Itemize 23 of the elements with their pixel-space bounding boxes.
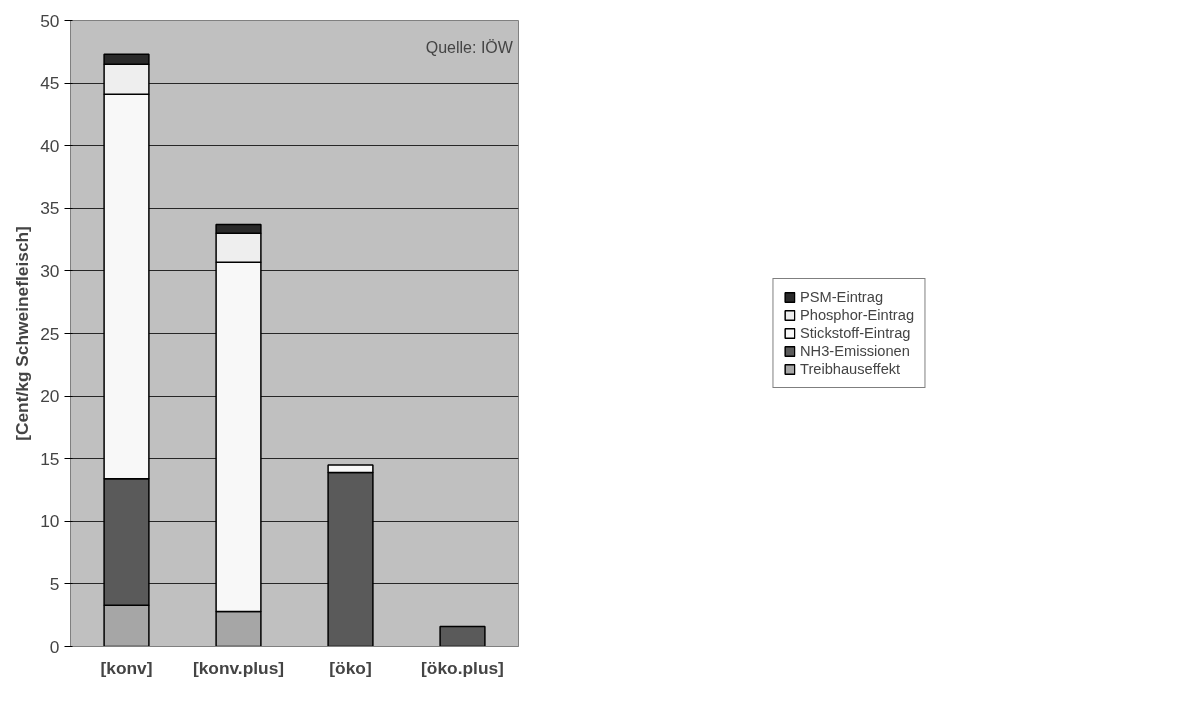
legend-label: Treibhauseffekt — [799, 361, 901, 377]
annotation: Quelle: IÖW — [425, 39, 514, 57]
x-tick-label: [konv.plus] — [192, 657, 285, 678]
y-tick-label: 0 — [49, 636, 60, 657]
legend-label: NH3-Emissionen — [799, 343, 910, 359]
y-tick-label: 30 — [40, 260, 60, 281]
y-axis-title: [Cent/kg Schweinefleisch] — [12, 226, 33, 441]
y-tick-label: 45 — [40, 73, 60, 94]
y-tick-label: 20 — [40, 386, 60, 407]
y-tick-label: 25 — [40, 323, 60, 344]
y-tick-label: 10 — [40, 511, 60, 532]
x-tick-label: [konv] — [100, 657, 153, 678]
y-tick-label: 35 — [40, 198, 60, 219]
x-tick-label: [öko.plus] — [421, 657, 504, 678]
y-tick-label: 40 — [40, 135, 60, 156]
legend-label: PSM-Eintrag — [799, 289, 884, 305]
bar — [439, 625, 486, 647]
y-tick-label: 15 — [40, 448, 60, 469]
y-tick-label: 5 — [49, 573, 60, 594]
x-tick-label: [öko] — [329, 657, 372, 678]
y-tick-label: 50 — [40, 10, 60, 31]
legend-label: Stickstoff-Eintrag — [799, 325, 911, 341]
legend-label: Phosphor-Eintrag — [799, 307, 915, 323]
